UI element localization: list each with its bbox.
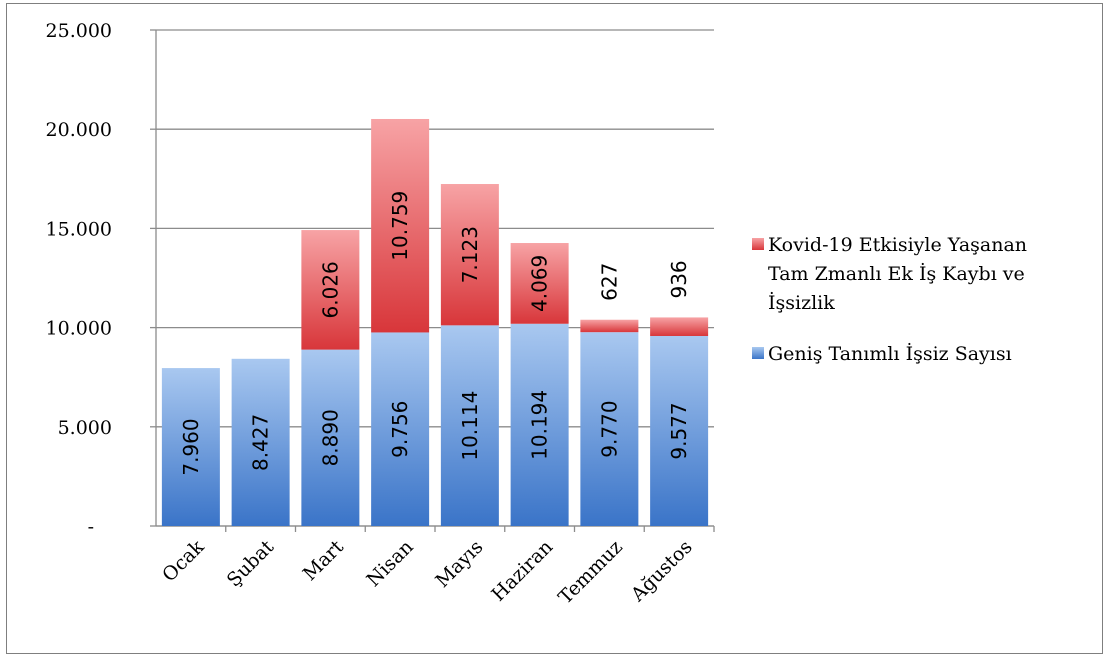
y-tick-label: 5.000: [58, 417, 112, 439]
data-label: 10.759: [388, 191, 412, 261]
y-tick-label: -: [88, 516, 94, 538]
x-tick-label: Temmuz: [554, 536, 627, 609]
bar-segment-unemployed: [440, 325, 499, 526]
bar-segment-unemployed: [231, 358, 290, 526]
x-tick-label: Mart: [299, 536, 348, 585]
data-label: 9.577: [667, 402, 691, 459]
y-tick-label: 25.000: [46, 20, 112, 42]
y-tick-label: 15.000: [46, 218, 112, 240]
bar-segment-unemployed: [510, 323, 569, 526]
bar-segment-kovid-loss: [580, 319, 639, 333]
bar-segment-kovid-loss: [440, 184, 499, 326]
data-label: 10.114: [458, 391, 482, 461]
data-label: 9.756: [388, 401, 412, 458]
data-labels: 7.960 8.427 8.890 6.026 9.756 10.759 10.114 7.1…: [179, 191, 691, 476]
data-label: 7.123: [458, 226, 482, 283]
x-tick-label: Şubat: [223, 536, 279, 592]
bar-segment-unemployed: [371, 332, 430, 526]
bar-segment-unemployed: [161, 368, 220, 526]
bar-segment-kovid-loss: [301, 230, 360, 350]
bars: [161, 118, 709, 526]
x-tick-label: Ocak: [158, 536, 209, 587]
data-label: 6.026: [318, 261, 342, 318]
legend-label-kovid: Tam Zmanlı Ek İş Kaybı ve: [768, 262, 1025, 285]
bar-segment-kovid-loss: [650, 317, 709, 336]
bar-segment-unemployed: [301, 349, 360, 526]
x-tick-label: Mayıs: [431, 536, 487, 592]
legend: Kovid-19 Etkisiyle Yaşanan Tam Zmanlı Ek …: [752, 234, 1027, 365]
data-label: 8.890: [318, 409, 342, 466]
legend-label-unemployed: Geniş Tanımlı İşsiz Sayısı: [768, 342, 1012, 365]
data-label: 10.194: [528, 390, 552, 460]
data-label: 936: [667, 260, 691, 298]
chart-frame: [6, 3, 1103, 654]
data-label: 4.069: [528, 255, 552, 312]
bar-segment-unemployed: [650, 335, 709, 526]
x-tick-label: Nisan: [362, 536, 417, 591]
data-label: 8.427: [249, 414, 273, 471]
legend-label-kovid: Kovid-19 Etkisiyle Yaşanan: [768, 234, 1027, 256]
bar-segment-kovid-loss: [371, 118, 430, 333]
legend-swatch-kovid: [752, 238, 764, 250]
x-tick-label: Haziran: [487, 536, 557, 606]
x-tick-label: Ağustos: [626, 536, 697, 607]
data-label: 627: [597, 263, 621, 301]
bar-segment-kovid-loss: [510, 243, 569, 324]
bar-segment-unemployed: [580, 332, 639, 526]
data-label: 7.960: [179, 418, 203, 475]
data-label: 9.770: [597, 400, 621, 457]
y-tick-label: 20.000: [46, 119, 112, 141]
legend-swatch-unemployed: [752, 347, 764, 359]
legend-label-kovid: İşsizlik: [768, 291, 835, 314]
y-tick-label: 10.000: [46, 318, 112, 340]
